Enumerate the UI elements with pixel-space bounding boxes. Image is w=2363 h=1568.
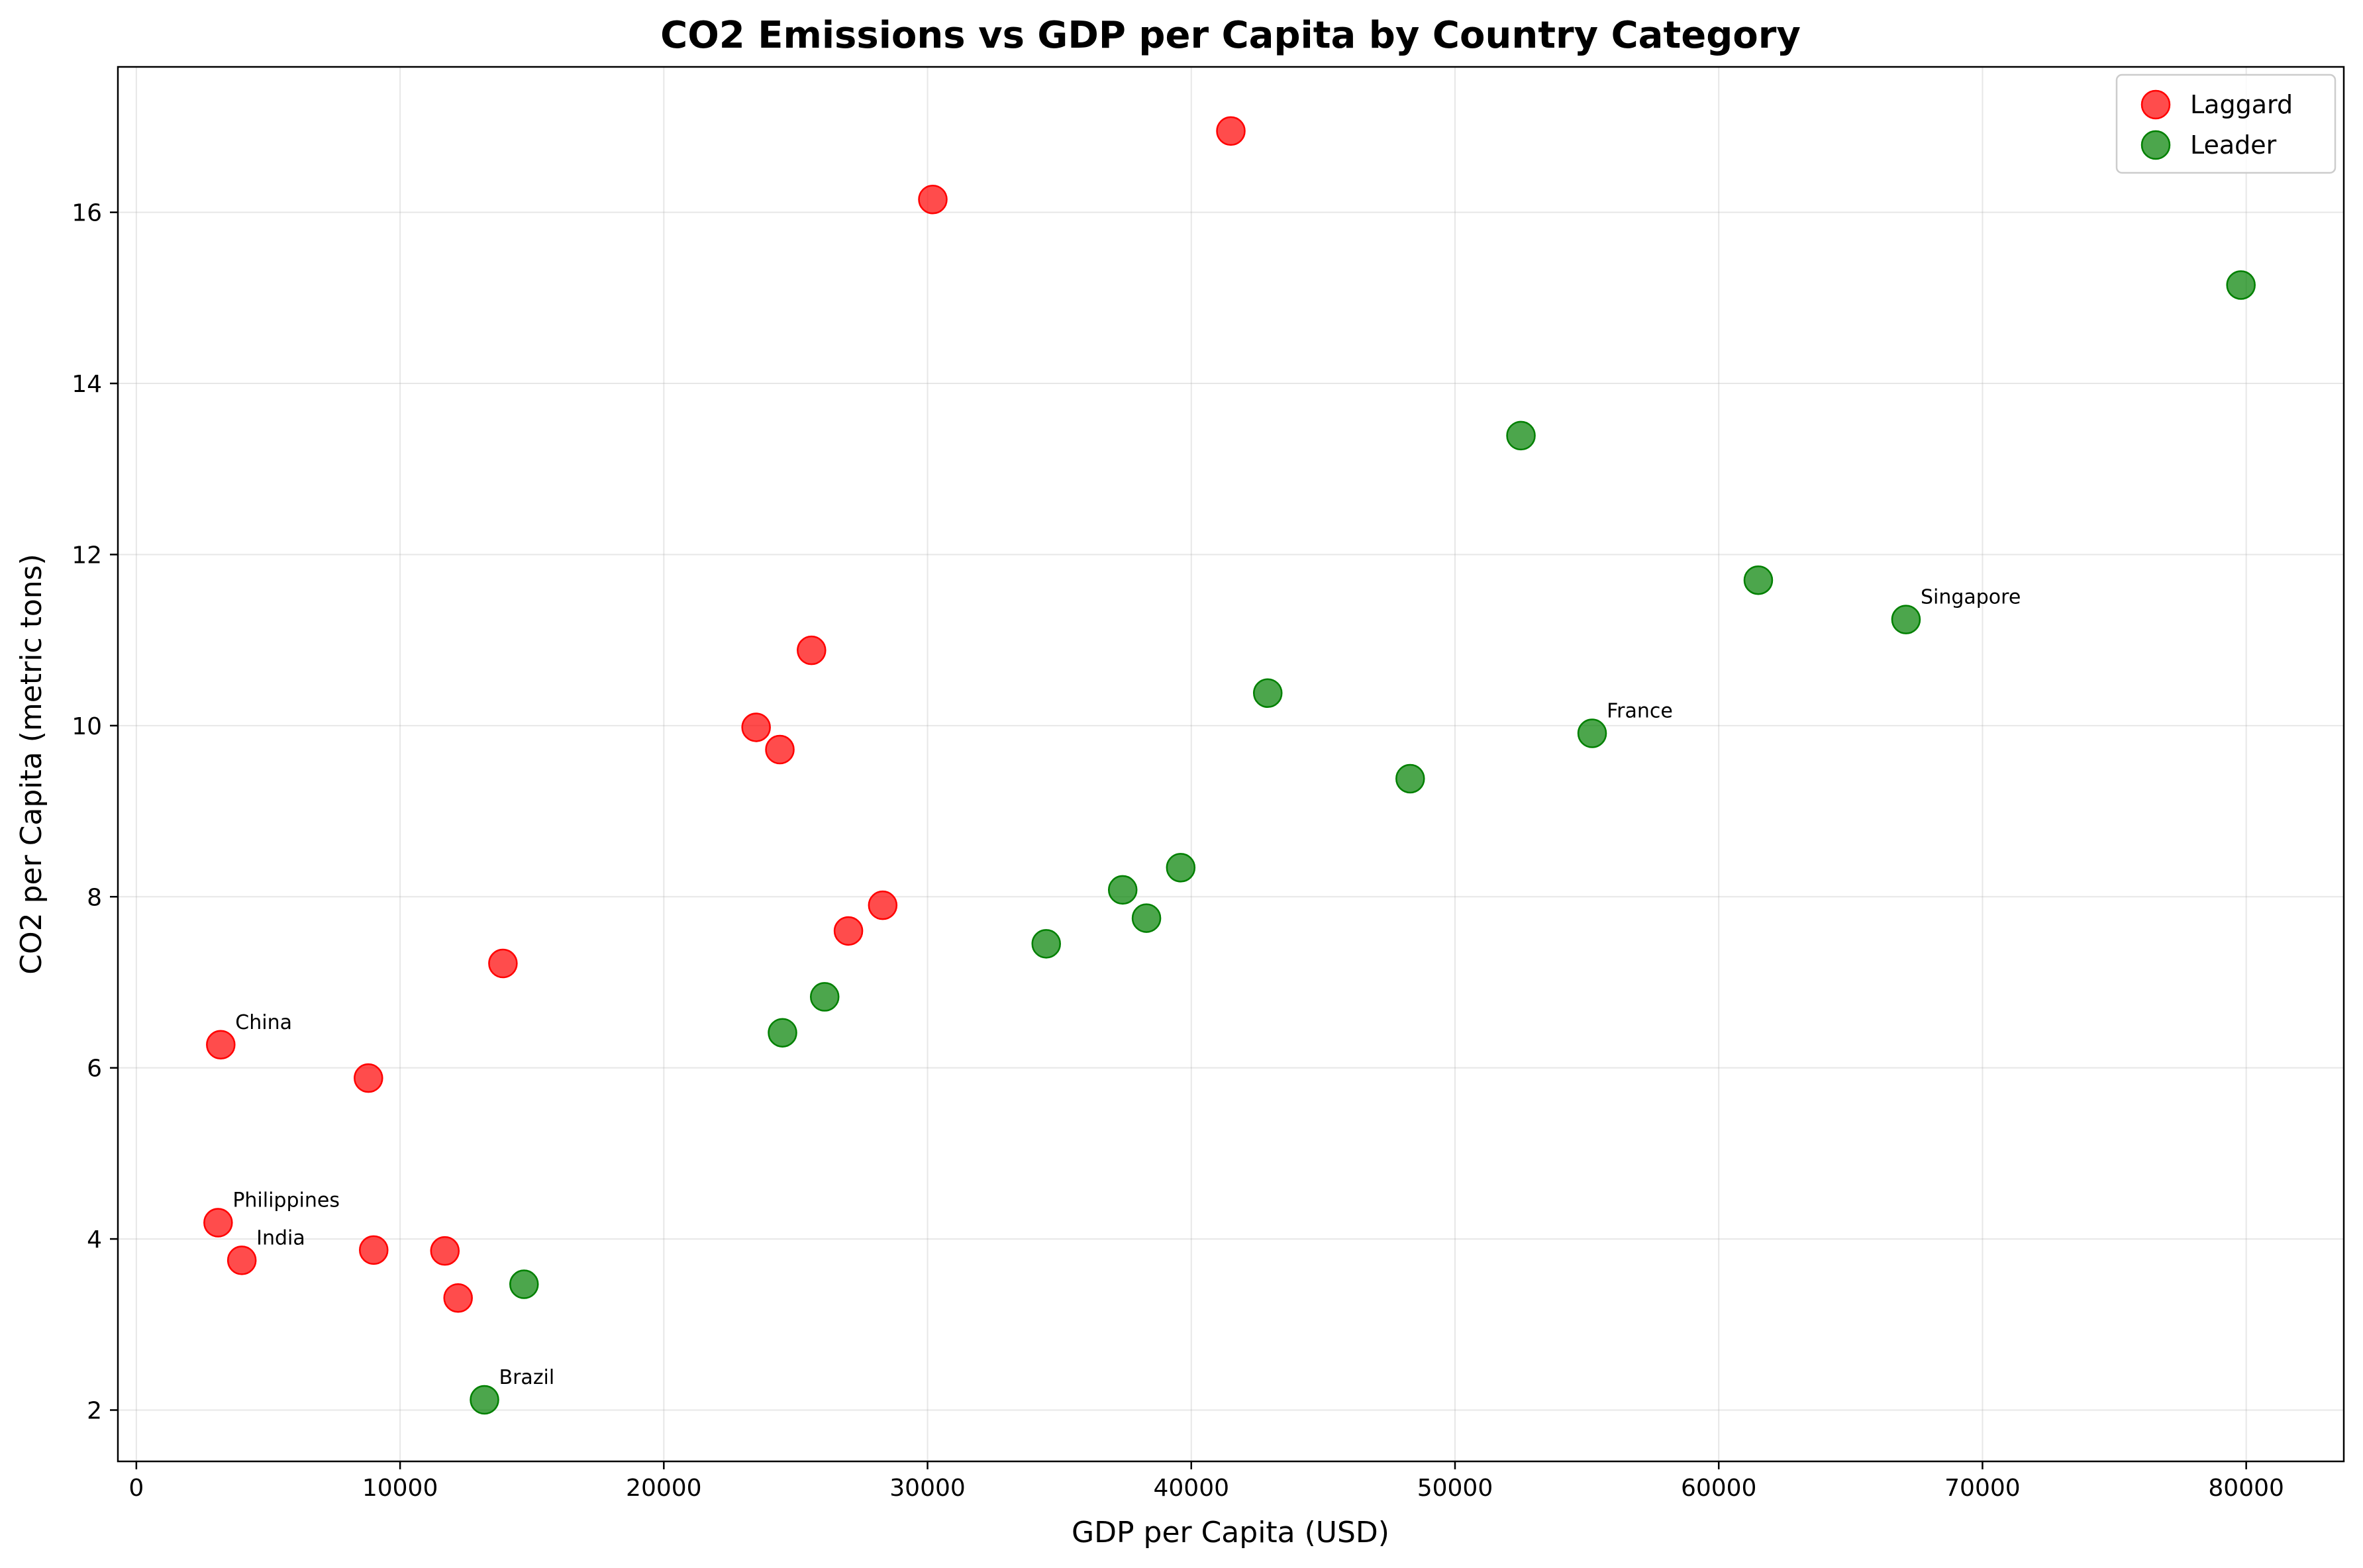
y-tick-label: 12 — [72, 542, 102, 569]
x-tick-label: 30000 — [889, 1475, 966, 1502]
point-laggard — [868, 890, 898, 920]
y-axis-label: CO2 per Capita (metric tons) — [15, 554, 48, 974]
point-laggard — [741, 712, 771, 742]
point-laggard — [918, 185, 948, 215]
x-tick-label: 40000 — [1154, 1475, 1230, 1502]
point-leader — [1395, 763, 1425, 794]
annotation-singapore: Singapore — [1921, 586, 2021, 609]
point-leader — [768, 1018, 797, 1048]
x-tick-label: 10000 — [362, 1475, 438, 1502]
point-leader — [1506, 420, 1536, 451]
point-laggard — [797, 635, 827, 665]
point-leader — [1131, 903, 1162, 933]
annotation-china: China — [235, 1011, 292, 1034]
point-laggard — [206, 1030, 236, 1060]
point-leader — [809, 982, 840, 1012]
point-leader — [1253, 678, 1283, 709]
x-tick-label: 70000 — [1944, 1475, 2021, 1502]
points-layer — [203, 116, 2256, 1415]
legend-label-leader: Leader — [2190, 130, 2277, 160]
annotation-france: France — [1607, 699, 1673, 722]
y-tick-label: 16 — [72, 200, 102, 227]
legend-marker-leader — [2140, 130, 2171, 160]
point-leader — [2226, 270, 2256, 300]
legend-label-laggard: Laggard — [2190, 90, 2293, 119]
y-tick-label: 10 — [72, 713, 102, 740]
point-leader — [1107, 875, 1138, 905]
point-laggard — [765, 734, 795, 765]
legend-box — [2115, 74, 2337, 174]
point-leader — [470, 1385, 499, 1415]
point-leader — [509, 1269, 539, 1299]
annotation-layer: China Philippines India Singapore France Braz… — [232, 586, 2021, 1389]
point-laggard — [833, 916, 864, 946]
annotation-philippines: Philippines — [232, 1189, 340, 1212]
x-tick-label: 50000 — [1417, 1475, 1493, 1502]
chart-title: CO2 Emissions vs GDP per Capita by Count… — [660, 14, 1801, 57]
point-leader — [1031, 929, 1061, 959]
point-laggard — [203, 1208, 233, 1238]
x-tick-label: 0 — [128, 1475, 144, 1502]
annotation-brazil: Brazil — [499, 1366, 555, 1389]
point-laggard — [354, 1063, 383, 1093]
point-laggard — [443, 1283, 473, 1313]
point-leader — [1743, 565, 1774, 595]
point-laggard — [359, 1235, 389, 1265]
y-tick-label: 8 — [87, 884, 102, 911]
point-leader — [1166, 853, 1196, 883]
point-laggard — [1216, 116, 1246, 146]
point-leader — [1577, 718, 1607, 748]
y-tick-label: 4 — [87, 1226, 102, 1253]
point-leader — [1891, 605, 1921, 634]
y-tick-label: 6 — [87, 1055, 102, 1083]
legend-marker-laggard — [2140, 89, 2171, 120]
point-laggard — [430, 1236, 460, 1266]
grid-layer — [118, 67, 2344, 1461]
point-laggard — [488, 948, 518, 979]
point-laggard — [226, 1246, 257, 1275]
ticks-layer: 0 10000 20000 30000 40000 50000 60000 70000 8000… — [72, 200, 2284, 1502]
y-tick-label: 14 — [72, 371, 102, 398]
annotation-india: India — [256, 1226, 305, 1250]
x-tick-label: 60000 — [1681, 1475, 1757, 1502]
y-tick-label: 2 — [87, 1397, 102, 1424]
legend: Laggard Leader — [2115, 74, 2337, 174]
x-tick-label: 80000 — [2208, 1475, 2284, 1502]
x-tick-label: 20000 — [626, 1475, 702, 1502]
plot-frame — [117, 66, 2345, 1463]
x-axis-label: GDP per Capita (USD) — [1072, 1516, 1389, 1549]
